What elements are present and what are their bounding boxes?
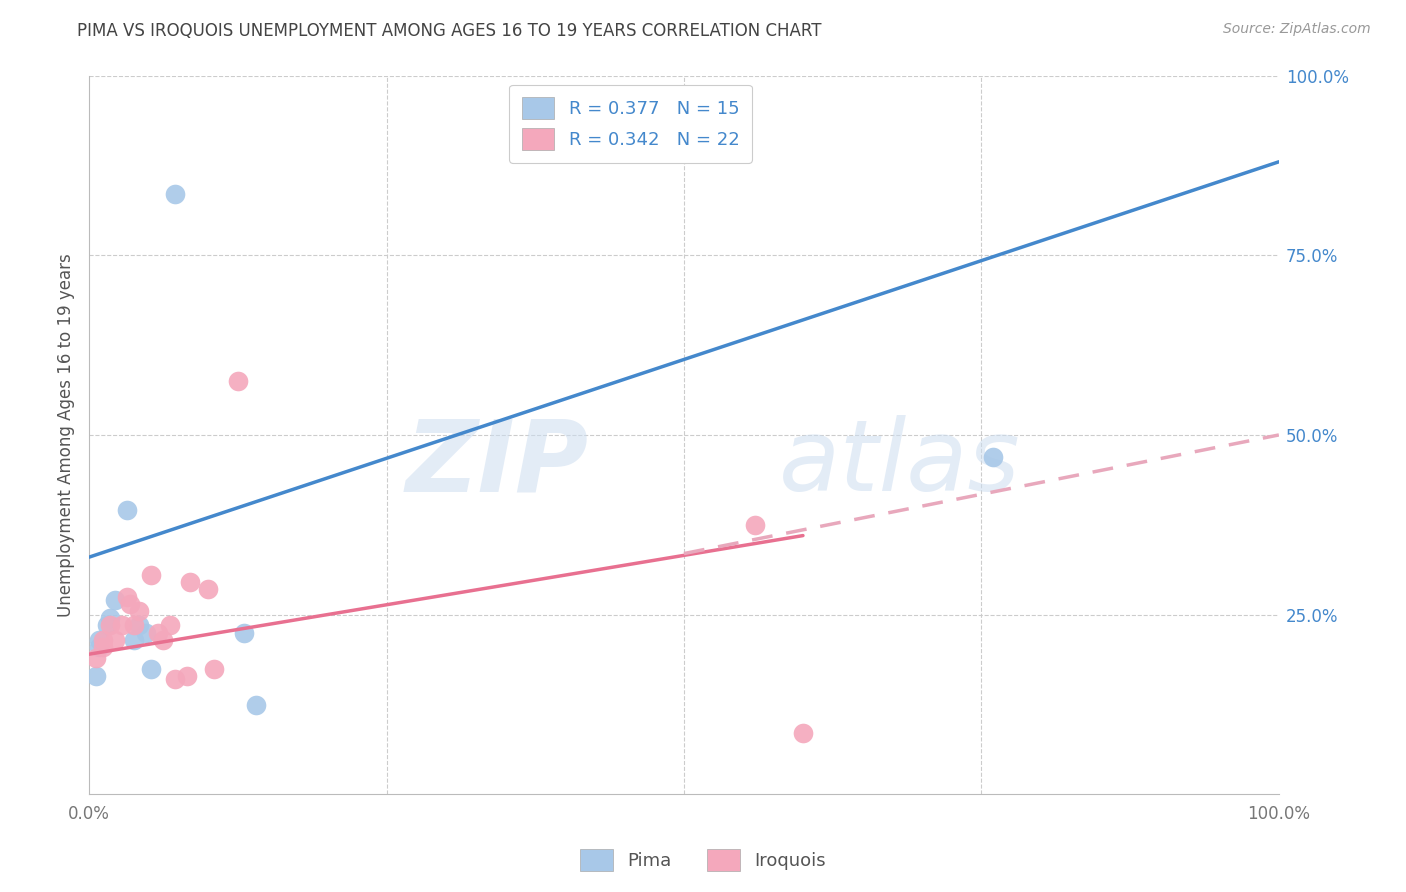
Point (176, 669, 198, 683)
Point (115, 503, 138, 517)
Point (124, 632, 146, 647)
Legend: Pima, Iroquois: Pima, Iroquois (572, 842, 834, 879)
Point (197, 582, 219, 597)
Point (139, 568, 162, 582)
Point (159, 618, 181, 632)
Text: atlas: atlas (779, 415, 1021, 512)
Point (135, 625, 157, 640)
Legend: R = 0.377   N = 15, R = 0.342   N = 22: R = 0.377 N = 15, R = 0.342 N = 22 (509, 85, 752, 163)
Point (118, 597, 141, 611)
Point (87, 640, 110, 654)
Point (792, 726, 814, 740)
Point (100, 611, 122, 625)
Point (84, 669, 107, 683)
Text: PIMA VS IROQUOIS UNEMPLOYMENT AMONG AGES 16 TO 19 YEARS CORRELATION CHART: PIMA VS IROQUOIS UNEMPLOYMENT AMONG AGES… (77, 22, 823, 40)
Point (84, 650, 107, 665)
Point (226, 374, 249, 388)
Point (163, 187, 186, 202)
Point (100, 618, 122, 632)
Point (245, 698, 267, 712)
Point (124, 618, 146, 632)
Point (93, 632, 115, 647)
Point (744, 517, 766, 532)
Point (128, 604, 150, 618)
Text: ZIP: ZIP (406, 415, 589, 512)
Point (139, 662, 162, 676)
Point (104, 593, 127, 607)
Point (163, 673, 186, 687)
Point (152, 632, 174, 647)
Point (96, 618, 118, 632)
Point (87, 632, 110, 647)
Y-axis label: Unemployment Among Ages 16 to 19 years: Unemployment Among Ages 16 to 19 years (58, 253, 75, 617)
Point (93, 640, 115, 654)
Point (104, 632, 127, 647)
Point (128, 618, 150, 632)
Point (115, 590, 138, 604)
Point (146, 625, 169, 640)
Point (981, 450, 1004, 464)
Text: Source: ZipAtlas.com: Source: ZipAtlas.com (1223, 22, 1371, 37)
Point (232, 625, 254, 640)
Point (179, 575, 201, 590)
Point (111, 618, 134, 632)
Point (202, 662, 225, 676)
